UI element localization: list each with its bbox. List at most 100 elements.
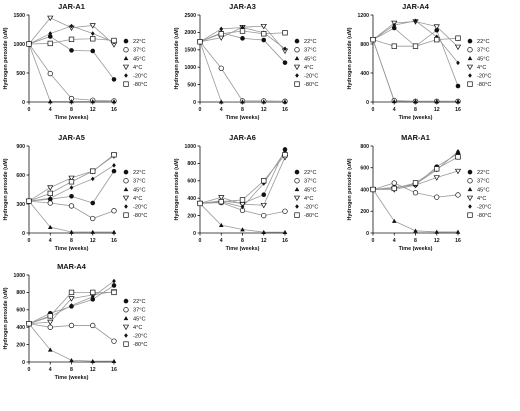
data-point bbox=[26, 41, 32, 47]
legend-marker bbox=[123, 187, 129, 192]
legend-marker bbox=[124, 204, 128, 209]
legend-marker bbox=[467, 47, 473, 53]
x-tick-label: 12 bbox=[261, 107, 267, 113]
data-point bbox=[47, 224, 53, 230]
data-point bbox=[240, 99, 245, 104]
data-point bbox=[112, 278, 116, 284]
data-point bbox=[412, 180, 419, 186]
legend-label: -20°C bbox=[304, 74, 318, 80]
y-tick-label: 200 bbox=[16, 342, 25, 348]
chart-panel-jar-a4: JAR-A4 0 400 800 1200 0 4 8 12 16 Time (weeks) Hydr… bbox=[347, 2, 491, 121]
data-point bbox=[454, 44, 462, 51]
data-point bbox=[48, 31, 53, 36]
series-line bbox=[199, 154, 286, 204]
legend-marker bbox=[123, 307, 129, 313]
legend-marker bbox=[123, 341, 129, 347]
x-tick-label: 4 bbox=[393, 238, 396, 244]
data-point bbox=[370, 36, 376, 43]
data-point bbox=[197, 39, 203, 45]
legend-marker bbox=[294, 47, 300, 53]
data-point bbox=[260, 202, 267, 209]
data-point bbox=[90, 215, 96, 222]
data-point bbox=[456, 149, 460, 154]
data-point bbox=[433, 24, 440, 30]
data-point bbox=[240, 204, 245, 210]
data-point bbox=[90, 322, 96, 329]
data-point bbox=[111, 99, 117, 104]
series-line bbox=[372, 21, 459, 48]
data-point bbox=[433, 175, 440, 181]
legend-label: 4°C bbox=[133, 196, 142, 202]
legend-marker bbox=[467, 212, 473, 218]
data-point bbox=[413, 228, 418, 233]
legend-label: 22°C bbox=[477, 170, 490, 176]
data-point bbox=[455, 98, 461, 104]
data-point bbox=[26, 198, 32, 204]
data-point bbox=[111, 289, 117, 296]
y-tick-label: 1500 bbox=[184, 48, 196, 54]
data-point bbox=[413, 18, 418, 24]
legend-marker bbox=[294, 187, 300, 192]
legend-label: 4°C bbox=[477, 196, 486, 202]
y-tick-label: 2000 bbox=[184, 30, 196, 36]
data-point bbox=[261, 192, 267, 198]
legend-label: 4°C bbox=[477, 65, 486, 71]
y-tick-label: 400 bbox=[16, 325, 25, 331]
legend-marker bbox=[467, 187, 473, 192]
x-tick-label: 0 bbox=[28, 238, 31, 244]
data-point bbox=[261, 99, 267, 104]
x-tick-label: 16 bbox=[455, 107, 461, 113]
data-point bbox=[47, 40, 53, 47]
legend-label: -80°C bbox=[304, 82, 318, 88]
data-point bbox=[111, 338, 117, 344]
data-point bbox=[434, 166, 440, 172]
legend-marker bbox=[294, 212, 300, 218]
data-point bbox=[90, 358, 96, 363]
y-tick-label: 1000 bbox=[13, 273, 25, 279]
legend-label: -80°C bbox=[133, 82, 147, 88]
y-axis-label: Hydrogen peroxide (uM) bbox=[347, 27, 353, 89]
series-line bbox=[199, 41, 285, 103]
data-point bbox=[412, 43, 419, 49]
legend-marker bbox=[124, 333, 128, 338]
x-axis-label: Time (weeks) bbox=[399, 246, 433, 252]
data-point bbox=[90, 48, 96, 54]
x-tick-label: 16 bbox=[455, 238, 461, 244]
data-point bbox=[69, 229, 74, 234]
data-point bbox=[455, 83, 461, 89]
legend-marker bbox=[467, 169, 473, 175]
data-point bbox=[412, 190, 419, 196]
data-point bbox=[47, 324, 53, 330]
x-tick-label: 0 bbox=[372, 238, 375, 244]
legend-marker bbox=[466, 64, 474, 71]
data-point bbox=[261, 178, 267, 184]
data-point bbox=[90, 99, 96, 104]
y-tick-label: 400 bbox=[187, 196, 196, 202]
legend-marker bbox=[122, 195, 130, 202]
x-tick-label: 0 bbox=[28, 367, 31, 373]
y-tick-label: 900 bbox=[16, 144, 25, 150]
y-tick-label: 2500 bbox=[184, 13, 196, 19]
series-line bbox=[28, 323, 114, 362]
x-tick-label: 12 bbox=[90, 367, 96, 373]
data-point bbox=[47, 185, 54, 191]
x-tick-label: 4 bbox=[220, 107, 223, 113]
y-tick-label: 1500 bbox=[13, 13, 25, 19]
y-axis-label: Hydrogen peroxide (uM) bbox=[3, 287, 9, 349]
data-point bbox=[26, 321, 32, 327]
legend-label: 37°C bbox=[477, 48, 490, 54]
data-point bbox=[197, 200, 203, 207]
legend-label: -20°C bbox=[477, 205, 491, 211]
y-axis-label: Hydrogen peroxide (uM) bbox=[174, 158, 180, 220]
x-tick-label: 4 bbox=[49, 107, 52, 113]
data-point bbox=[260, 23, 267, 30]
x-tick-label: 8 bbox=[241, 107, 244, 113]
y-tick-label: 0 bbox=[366, 100, 369, 106]
legend-marker bbox=[294, 38, 300, 44]
legend-label: -80°C bbox=[133, 342, 147, 348]
y-tick-label: 0 bbox=[22, 360, 25, 366]
x-tick-label: 8 bbox=[70, 238, 73, 244]
x-tick-label: 12 bbox=[434, 107, 440, 113]
x-tick-label: 16 bbox=[111, 238, 117, 244]
